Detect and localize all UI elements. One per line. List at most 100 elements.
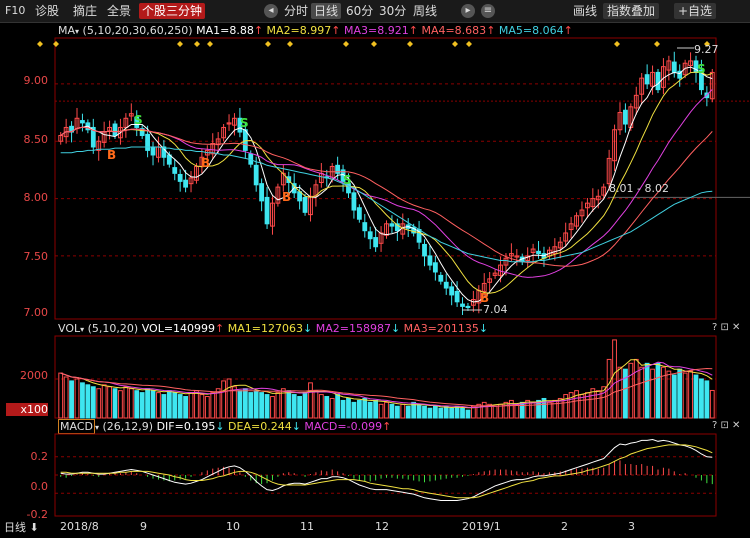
volume-bar [470,405,476,419]
next-icon[interactable]: ▸ [461,4,475,18]
candle-body [688,60,693,67]
add-watch-dropdown[interactable]: +自选 [674,3,717,19]
candle-body [460,303,465,307]
candle-body [96,140,102,151]
period-select-label: 日线 [4,521,26,534]
volume-bar [324,396,330,419]
index-overlay-dropdown[interactable]: 指数叠加 [603,3,660,19]
macd-panel-controls-icon[interactable]: ? ⊡ ✕ [712,420,741,431]
volume-bar [161,394,167,419]
volume-bar [259,392,265,419]
candle-body [172,167,178,174]
period-tab-1[interactable]: 日线 [311,3,342,19]
vol-panel-controls-icon[interactable]: ? ⊡ ✕ [712,322,741,333]
volume-bar [411,401,417,419]
event-marker-icon [265,41,271,47]
macd-indicator-name[interactable]: MACD [58,419,95,434]
candle-body [259,183,265,202]
candle-body [112,123,118,136]
volume-bar [194,390,199,419]
top-toolbar: F10 诊股 摘庄 全景 个股三分钟 ◂ 分时 日线 60分 30分 周线 ▸ … [0,0,750,23]
candle-body [454,290,460,303]
candle-body [438,274,444,282]
volume-bar [204,396,210,419]
vol-ma3-value: MA3=201135 [403,322,479,335]
candle-body [384,223,389,236]
vol-dropdown-icon[interactable]: ▾ [80,325,85,334]
period-select[interactable]: 日线 ⬇ [0,518,54,538]
volume-bar [329,397,335,419]
sell-signal-1: S [134,113,143,127]
candle-body [367,231,373,240]
volume-bar [112,388,118,419]
prev-icon[interactable]: ◂ [264,4,278,18]
candle-body [427,255,433,266]
event-marker-icon [466,41,472,47]
volume-bar [96,388,102,419]
volume-bar [432,405,438,419]
stock-3min-button[interactable]: 个股三分钟 [139,3,206,19]
candle-body [346,183,351,194]
vol-value: VOL=140999 [141,322,216,335]
ma1-value: MA1=8.88 [196,24,254,37]
draw-line-button[interactable]: 画线 [573,4,598,18]
candle-body [422,243,427,257]
volume-bar [237,390,243,419]
ma-indicator-name[interactable]: MA [58,24,76,37]
volume-bar [156,392,161,419]
x-label-6: 2 [561,520,568,533]
volume-bar [400,403,406,419]
volume-bar [514,403,520,419]
period-tab-4[interactable]: 周线 [413,4,438,18]
period-tab-0[interactable]: 分时 [284,4,309,18]
candle-body [671,61,677,73]
vol-ma3-line [60,367,713,407]
x-label-3: 11 [300,520,314,533]
volume-bar [232,386,237,419]
x-label-0: 2018/8 [60,520,99,533]
volume-bar [427,407,433,419]
volume-bar [177,394,183,419]
volume-bar [693,374,699,419]
ma-dropdown-icon[interactable]: ▾ [75,27,80,36]
volume-bar [291,394,297,419]
volume-bar [356,399,362,419]
candle-body [574,215,579,227]
volume-bar [367,401,373,419]
volume-bar [487,403,493,419]
ma2-arrow-icon: ↑ [331,24,341,37]
dif-value: DIF=0.195 [156,420,216,433]
volume-bar [335,394,341,419]
down-arrow-icon: ⬇ [26,521,39,534]
candle-body [568,223,574,231]
period-tab-2[interactable]: 60分 [346,4,374,18]
hedge-button[interactable]: 摘庄 [73,4,98,18]
volume-bar [188,392,194,419]
volume-bar [508,399,514,419]
candle-body [503,257,509,266]
candle-body [139,128,145,136]
menu-icon[interactable]: ≡ [481,4,495,18]
volume-bar [476,403,482,419]
ma1-line [60,66,713,303]
panorama-button[interactable]: 全景 [107,4,132,18]
f10-button[interactable]: F10 [5,4,26,17]
vol-indicator-name[interactable]: VOL [58,322,81,335]
candle-body [253,164,259,186]
volume-bar [666,370,672,419]
volume-bar [384,401,389,419]
volume-bar [308,382,313,419]
candle-body [590,198,596,208]
diagnose-button[interactable]: 诊股 [35,4,60,18]
event-marker-icon [37,41,43,47]
vol-ma2-value: MA2=158987 [315,322,391,335]
candle-body [351,192,357,211]
volume-bar [134,390,140,419]
volume-bar [150,390,156,419]
macd-dropdown-icon[interactable]: ▾ [94,423,99,432]
volume-bar [503,401,509,419]
x-label-7: 3 [628,520,635,533]
period-tab-3[interactable]: 30分 [379,4,407,18]
volume-bar [58,372,64,419]
